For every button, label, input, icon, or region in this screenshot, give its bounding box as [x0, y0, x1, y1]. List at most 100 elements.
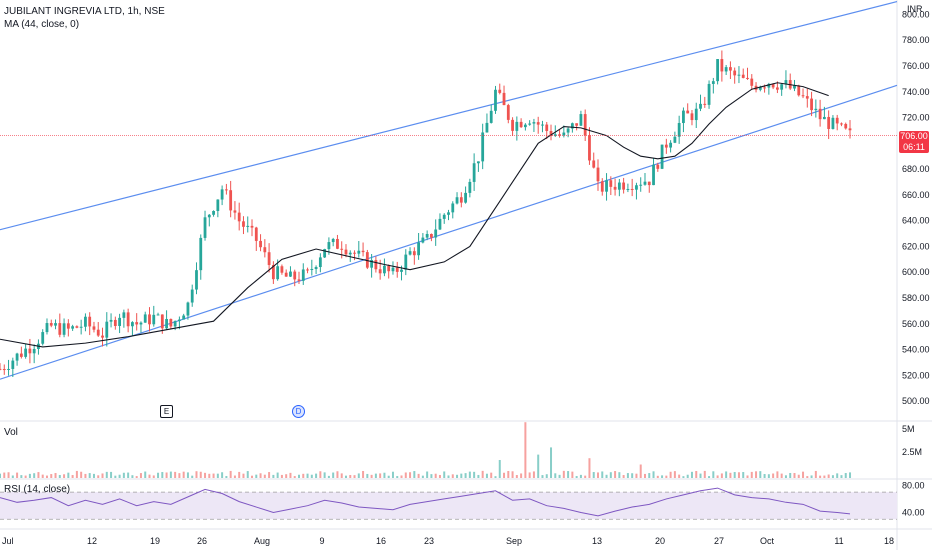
- volume-bar: [148, 474, 151, 478]
- volume-pane: [0, 422, 852, 478]
- candle-body: [246, 225, 250, 227]
- volume-bar: [725, 471, 728, 478]
- candle-body: [477, 161, 480, 164]
- candle-body: [609, 180, 613, 187]
- volume-bar: [806, 476, 809, 478]
- candle-body: [340, 248, 344, 250]
- volume-bar: [447, 475, 450, 478]
- volume-bar: [690, 471, 693, 478]
- candle-body: [835, 117, 839, 124]
- ma-44-line: [0, 82, 829, 348]
- volume-bar: [20, 475, 23, 478]
- volume-bar: [323, 472, 326, 478]
- candle-body: [336, 238, 339, 249]
- candle-body: [75, 326, 79, 328]
- candle-body: [220, 189, 224, 200]
- volume-bar: [71, 475, 74, 478]
- price-tick-label: 540.00: [902, 345, 930, 355]
- candle-body: [105, 321, 109, 338]
- candle-body: [541, 124, 544, 126]
- volume-bar: [246, 471, 249, 478]
- time-tick-label: Jul: [2, 536, 14, 546]
- candle-body: [242, 221, 245, 227]
- volume-bar: [41, 474, 44, 478]
- candle-body: [169, 318, 173, 327]
- candle-body: [703, 103, 707, 105]
- price-tick-label: 660.00: [902, 190, 930, 200]
- volume-bar: [737, 472, 740, 478]
- earnings-marker[interactable]: E: [160, 405, 173, 418]
- dividend-marker[interactable]: D: [292, 405, 305, 418]
- volume-bar: [255, 474, 258, 478]
- volume-bar: [733, 472, 736, 478]
- candle-body: [195, 270, 198, 290]
- volume-bar: [58, 474, 61, 478]
- candle-body: [498, 89, 502, 93]
- candle-body: [118, 317, 121, 326]
- candle-body: [271, 265, 275, 280]
- candle-body: [370, 260, 374, 268]
- volume-bar: [699, 473, 702, 478]
- volume-bar: [225, 476, 228, 478]
- volume-bar: [678, 474, 681, 478]
- volume-bar: [588, 458, 591, 478]
- volume-bar: [118, 474, 121, 478]
- volume-bar: [567, 471, 570, 478]
- candle-body: [827, 116, 831, 129]
- volume-bar: [532, 471, 535, 478]
- candle-body: [212, 211, 215, 215]
- volume-bar: [302, 473, 305, 478]
- candle-body: [113, 319, 117, 326]
- volume-tick-label: 2.5M: [902, 447, 922, 457]
- volume-bar: [391, 471, 394, 478]
- candle-body: [297, 279, 301, 281]
- volume-bar: [767, 474, 770, 478]
- volume-bar: [199, 471, 202, 478]
- candle-body: [613, 186, 617, 190]
- volume-bar: [114, 475, 117, 478]
- candle-body: [447, 212, 450, 215]
- price-axis[interactable]: 500.00 520.00 540.00 560.00 580.00 600.00 620.…: [902, 9, 930, 517]
- candle-body: [24, 348, 28, 357]
- candle-body: [165, 318, 168, 329]
- bar-countdown: 06:11: [903, 142, 925, 152]
- volume-bar: [708, 476, 711, 478]
- volume-bar: [3, 472, 6, 478]
- volume-bar: [165, 472, 168, 478]
- time-axis[interactable]: Jul 12 19 26 Aug 9 16 23 Sep 13 20 27 Oct 11 18: [2, 536, 894, 546]
- volume-bar: [366, 473, 369, 478]
- volume-bar: [772, 473, 775, 478]
- candle-body: [216, 199, 220, 212]
- candle-body: [233, 210, 237, 213]
- candle-body: [182, 315, 186, 320]
- candle-body: [814, 108, 818, 111]
- volume-bar: [276, 472, 279, 478]
- volume-bar: [498, 460, 501, 478]
- volume-bar: [622, 475, 625, 478]
- volume-bar: [186, 472, 189, 478]
- time-tick-label: Sep: [506, 536, 522, 546]
- volume-bar: [652, 471, 655, 478]
- volume-bar: [161, 472, 164, 478]
- volume-bar: [174, 471, 177, 478]
- volume-bar: [819, 475, 822, 478]
- rsi-label[interactable]: RSI (14, close): [4, 484, 71, 495]
- candle-body: [677, 123, 681, 137]
- time-tick-label: 13: [592, 536, 602, 546]
- price-tick-label: 560.00: [902, 319, 930, 329]
- candle-body: [438, 218, 442, 230]
- volume-bar: [353, 475, 356, 478]
- ma-legend[interactable]: MA (44, close, 0): [4, 19, 80, 30]
- time-tick-label: 19: [150, 536, 160, 546]
- candle-body: [511, 119, 514, 131]
- candle-body: [626, 188, 630, 190]
- volume-bar: [759, 471, 762, 478]
- volume-bar: [413, 471, 416, 478]
- volume-bar: [131, 475, 134, 478]
- symbol-title[interactable]: JUBILANT INGREVIA LTD, 1h, NSE: [4, 6, 165, 17]
- candle-body: [707, 83, 711, 105]
- candle-body: [455, 197, 459, 204]
- candle-body: [421, 237, 425, 243]
- candle-body: [639, 184, 643, 186]
